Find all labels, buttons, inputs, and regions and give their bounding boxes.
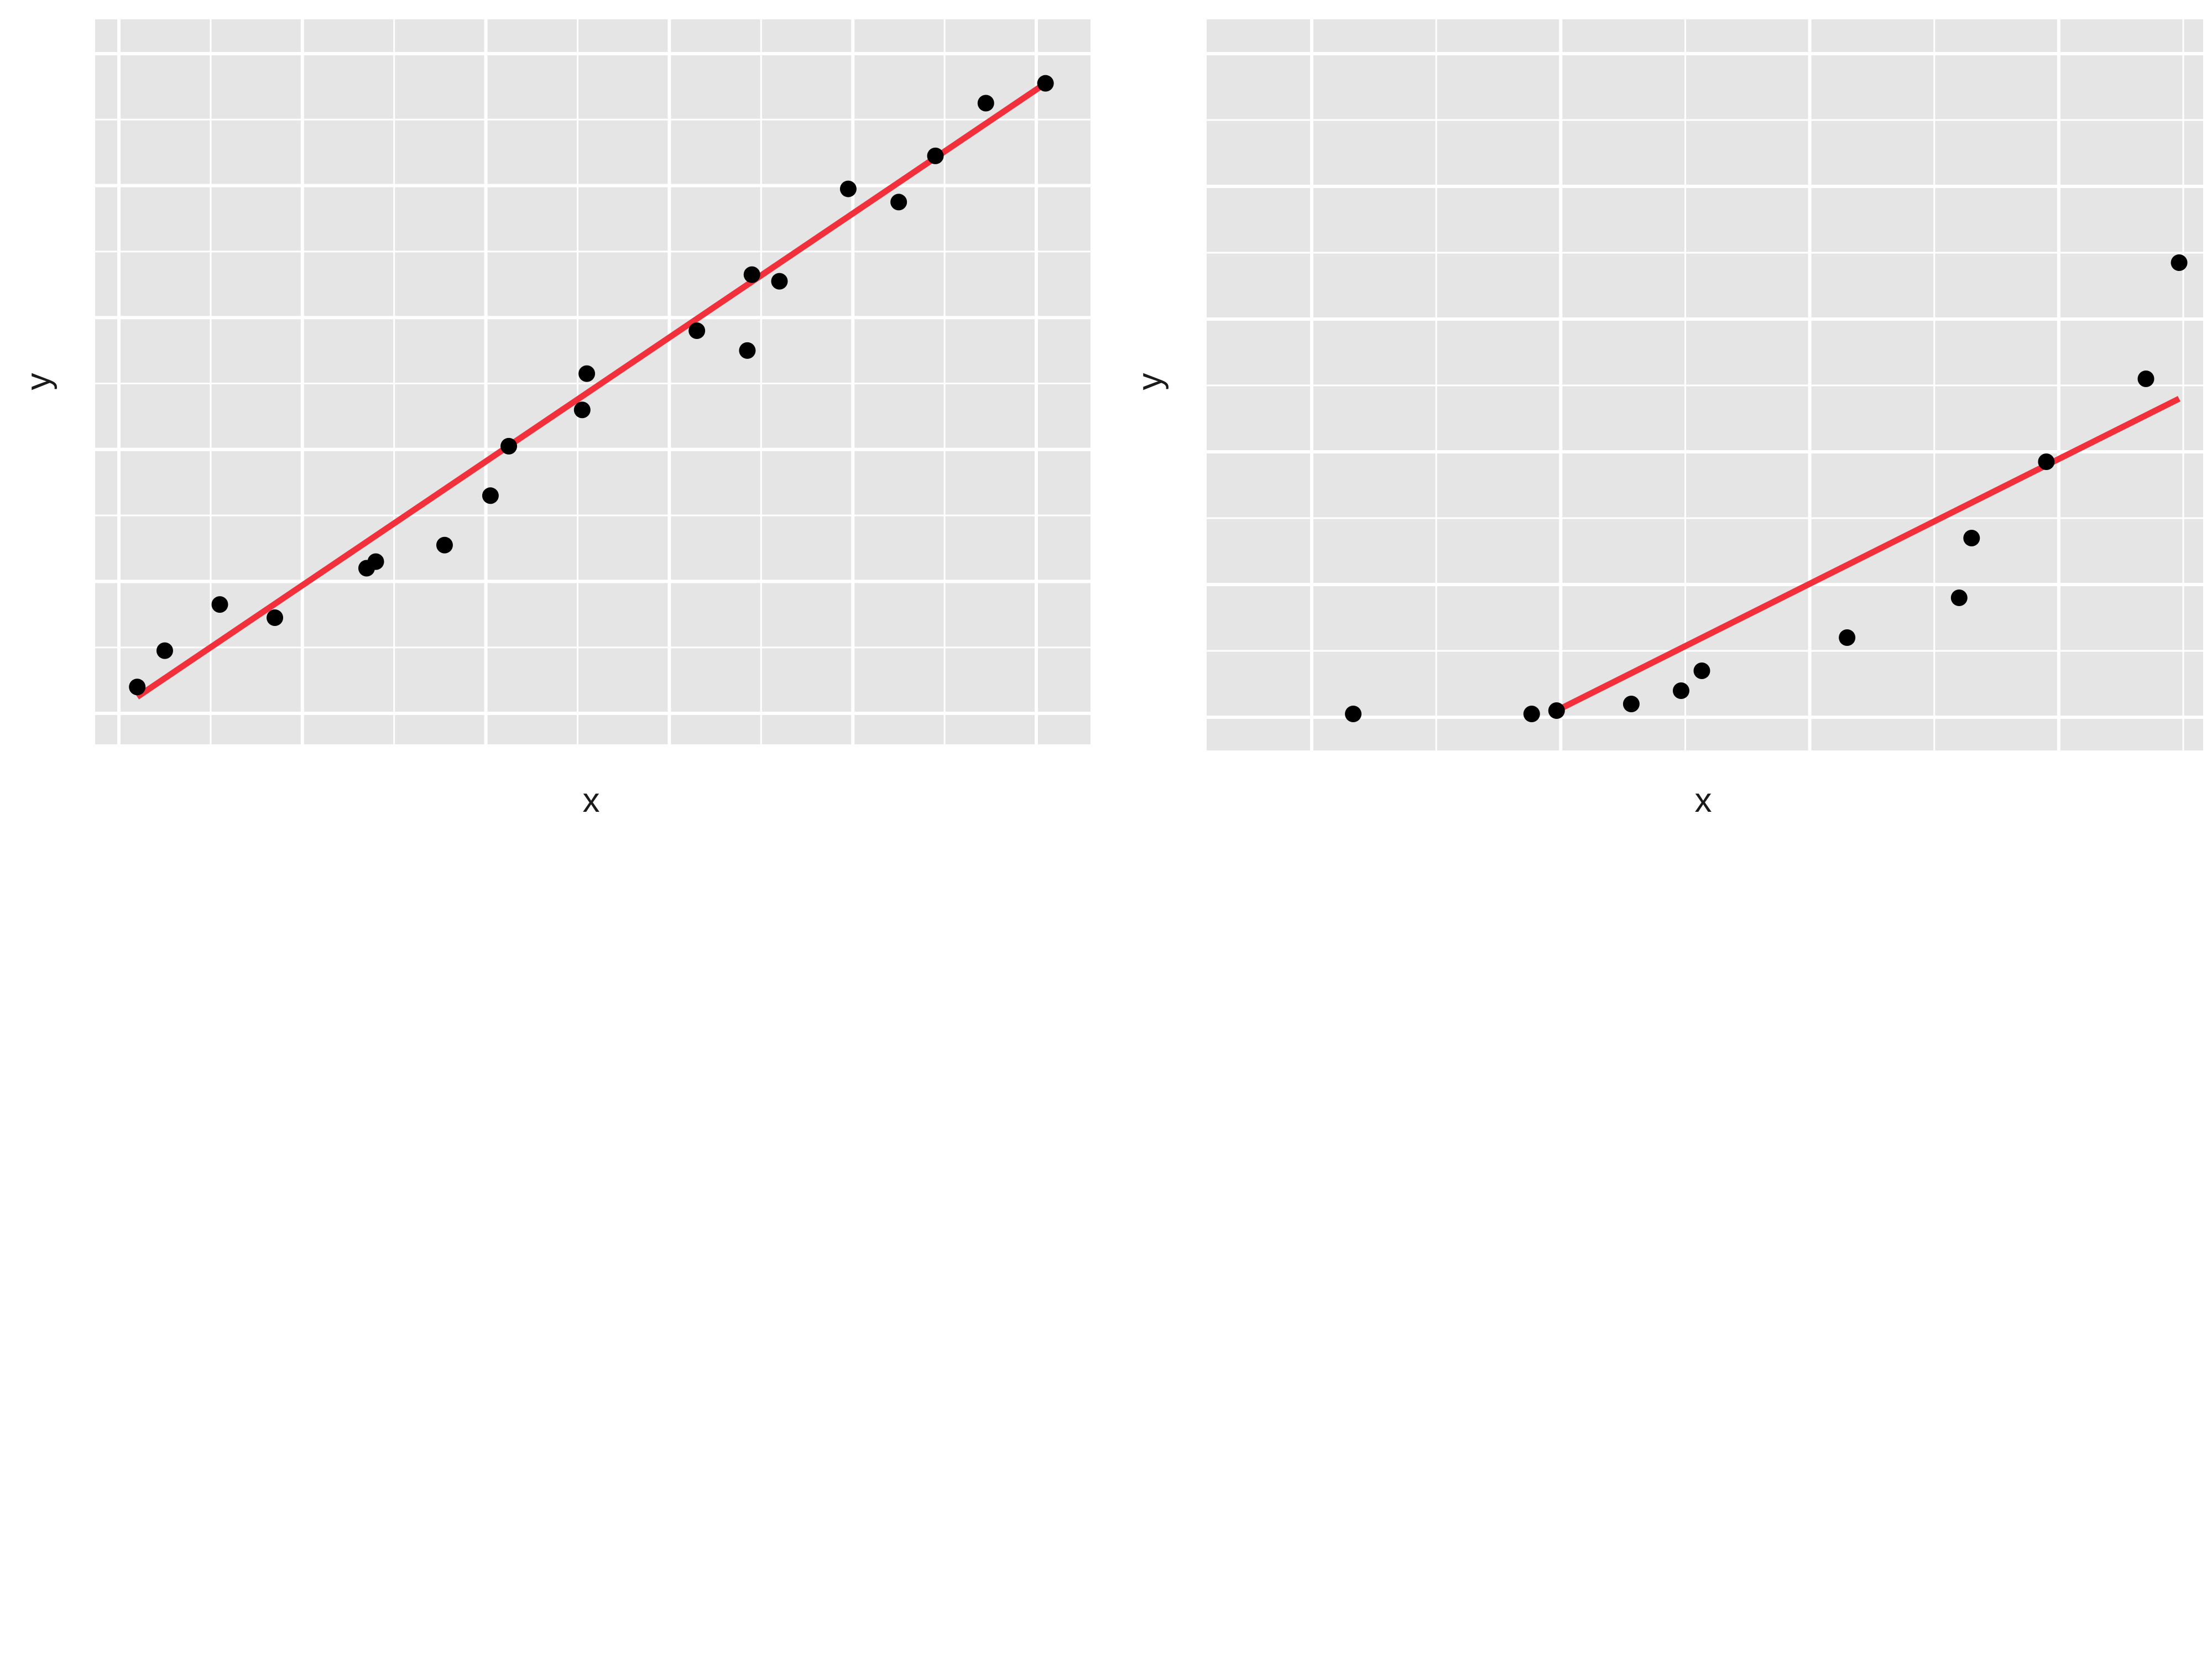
panel-left-major-grid xyxy=(95,19,1091,744)
panel-right-x-axis-title: x xyxy=(1695,781,1712,820)
panel-right-data-point xyxy=(2171,254,2188,271)
panel-left-data-point xyxy=(156,642,173,659)
panel-right-data-point xyxy=(1623,696,1640,712)
panel-left-data-point xyxy=(482,487,499,504)
panel-right-minor-grid xyxy=(1207,19,2203,750)
panel-left-data-point xyxy=(739,342,756,359)
panel-left-data-point xyxy=(743,266,760,283)
panel-left-y-axis-title: y xyxy=(19,373,58,390)
panel-left-data-point xyxy=(890,194,907,211)
panel-left-background xyxy=(95,19,1091,744)
panel-right-data-point xyxy=(1548,702,1565,719)
panel-right-fit-line xyxy=(1555,396,2181,713)
panel-left-data-point xyxy=(573,401,591,419)
panel-right-data-point xyxy=(1963,530,1980,546)
panel-left-points xyxy=(129,75,1054,696)
panel-right-major-grid xyxy=(1207,19,2203,750)
panel-left-data-point xyxy=(367,553,384,570)
panel-left-data-point xyxy=(927,147,944,164)
panel-left-data-point xyxy=(500,437,518,455)
panel-left-data-point xyxy=(578,365,596,382)
panel-left: x y xyxy=(19,19,1091,820)
panel-left-minor-grid xyxy=(95,19,1091,744)
panel-left-data-point xyxy=(771,273,788,290)
panel-left-data-point xyxy=(129,679,146,696)
panel-left-x-axis-title: x xyxy=(583,781,600,820)
panel-left-data-point xyxy=(977,95,994,112)
panel-right-points xyxy=(1345,254,2188,722)
panel-right-data-point xyxy=(1345,706,1362,722)
panel-right: x y xyxy=(1131,19,2203,820)
panel-right-data-point xyxy=(1950,589,1968,606)
panel-right-data-point xyxy=(1693,662,1710,679)
panel-right-data-point xyxy=(1523,706,1540,722)
panel-left-data-point xyxy=(211,596,228,613)
panel-right-data-point xyxy=(2038,453,2055,470)
panel-left-data-point xyxy=(267,609,284,627)
panel-left-fit-line xyxy=(135,81,1047,700)
panel-right-y-axis-title: y xyxy=(1131,373,1169,390)
panel-right-data-point xyxy=(2137,371,2154,387)
panel-right-data-point xyxy=(1839,629,1856,646)
panel-left-data-point xyxy=(839,180,857,197)
panel-left-data-point xyxy=(436,536,453,554)
panel-right-data-point xyxy=(1672,682,1689,699)
panel-left-data-point xyxy=(1037,75,1054,92)
panel-left-data-point xyxy=(688,322,706,340)
